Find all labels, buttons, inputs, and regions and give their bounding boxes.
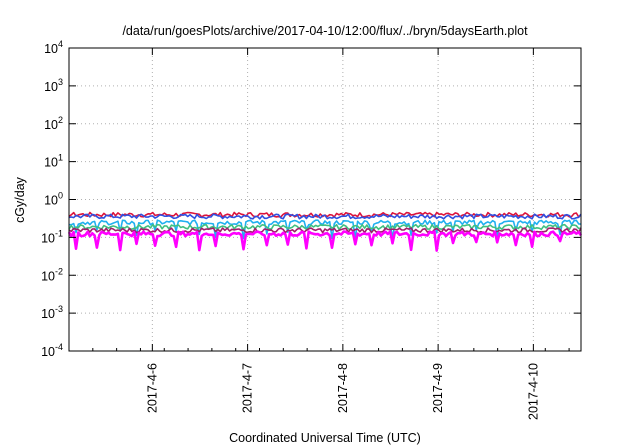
y-tick-label: 10-1 xyxy=(41,228,63,245)
y-tick-label: 10-3 xyxy=(41,304,63,321)
y-tick-base: 10 xyxy=(44,156,58,170)
series-line-5 xyxy=(68,227,582,234)
x-tick-label: 2017-4-10 xyxy=(526,363,540,420)
x-axis-label: Coordinated Universal Time (UTC) xyxy=(229,431,421,445)
y-tick-base: 10 xyxy=(41,345,55,359)
y-tick-exp: 4 xyxy=(58,39,63,49)
y-tick-base: 10 xyxy=(44,194,58,208)
y-tick-exp: 0 xyxy=(58,191,63,201)
y-tick-label: 104 xyxy=(44,39,63,56)
y-tick-label: 10-4 xyxy=(41,342,63,359)
x-axis: 2017-4-6 2017-4-7 2017-4-8 2017-4-9 2017-4-1… xyxy=(68,48,570,420)
x-tick-label: 2017-4-6 xyxy=(145,363,159,413)
y-tick-exp: -1 xyxy=(55,228,63,238)
y-tick-base: 10 xyxy=(41,307,55,321)
series-line-4 xyxy=(68,223,582,231)
x-tick-label: 2017-4-8 xyxy=(336,363,350,413)
plot-series xyxy=(67,211,583,252)
y-tick-base: 10 xyxy=(44,42,58,56)
series-line-6 xyxy=(67,230,583,252)
y-tick-label: 102 xyxy=(44,115,63,132)
y-tick-base: 10 xyxy=(44,80,58,94)
y-tick-exp: 2 xyxy=(58,115,63,125)
y-tick-label: 10-2 xyxy=(41,266,63,283)
y-tick-label: 101 xyxy=(44,153,63,170)
y-axis-label: cGy/day xyxy=(13,176,27,223)
x-tick-label: 2017-4-9 xyxy=(431,363,445,413)
y-tick-base: 10 xyxy=(41,269,55,283)
series-line-2 xyxy=(68,213,582,220)
grid xyxy=(69,48,581,351)
y-tick-base: 10 xyxy=(44,118,58,132)
y-tick-exp: -3 xyxy=(55,304,63,314)
y-tick-exp: 3 xyxy=(58,77,63,87)
y-tick-exp: -4 xyxy=(55,342,63,352)
y-tick-exp: -2 xyxy=(55,266,63,276)
x-tick-label: 2017-4-7 xyxy=(241,363,255,413)
y-tick-label: 103 xyxy=(44,77,63,94)
y-tick-base: 10 xyxy=(41,231,55,245)
y-tick-exp: 1 xyxy=(58,153,63,163)
chart-title: /data/run/goesPlots/archive/2017-04-10/1… xyxy=(122,24,528,38)
y-tick-label: 100 xyxy=(44,191,63,208)
